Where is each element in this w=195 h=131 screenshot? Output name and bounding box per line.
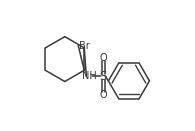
Text: O: O — [99, 90, 107, 100]
Text: NH: NH — [82, 71, 97, 81]
Text: S: S — [100, 70, 107, 83]
Text: Br: Br — [79, 41, 90, 51]
Text: O: O — [99, 53, 107, 63]
